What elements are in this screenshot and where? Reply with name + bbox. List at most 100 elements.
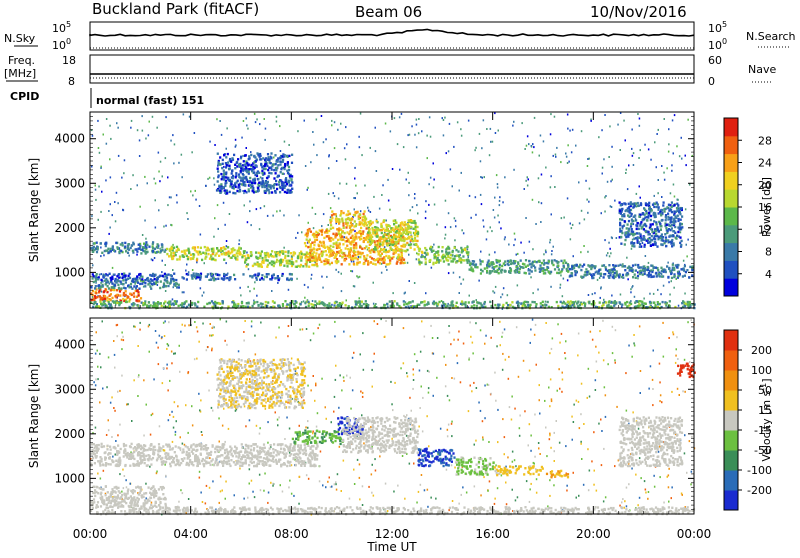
echo-cell: [480, 263, 482, 265]
noise-cell: [106, 434, 108, 436]
echo-cell: [233, 154, 235, 156]
echo-cell: [363, 240, 365, 242]
echo-cell: [628, 266, 630, 268]
echo-cell: [525, 266, 527, 268]
echo-cell: [391, 241, 393, 243]
echo-cell: [584, 271, 586, 273]
echo-cell: [614, 276, 616, 278]
echo-cell: [192, 253, 194, 255]
noise-cell: [404, 292, 406, 294]
echo-cell: [525, 272, 527, 274]
echo-cell: [405, 227, 407, 229]
echo-cell: [508, 270, 510, 272]
noise-cell: [276, 210, 278, 212]
echo-cell: [295, 260, 297, 262]
noise-cell: [673, 287, 675, 289]
echo-cell: [407, 302, 409, 304]
noise-cell: [657, 192, 659, 194]
noise-cell: [284, 141, 286, 143]
echo-cell: [225, 176, 227, 178]
echo-cell: [497, 304, 499, 306]
noise-cell: [633, 223, 635, 225]
noise-cell: [492, 141, 494, 143]
echo-cell: [286, 265, 288, 267]
echo-cell: [105, 288, 107, 290]
echo-cell: [226, 277, 228, 279]
echo-cell: [472, 270, 474, 272]
echo-cell: [466, 246, 468, 248]
echo-cell: [279, 254, 281, 256]
noise-cell: [416, 146, 418, 148]
echo-cell: [143, 247, 145, 249]
echo-cell: [154, 248, 156, 250]
echo-cell: [625, 236, 627, 238]
echo-cell: [300, 255, 302, 257]
echo-cell: [392, 244, 394, 246]
echo-cell: [638, 241, 640, 243]
echo-cell: [247, 257, 249, 259]
echo-cell: [289, 191, 291, 193]
noise-cell: [461, 172, 463, 174]
echo-cell: [337, 246, 339, 248]
noise-cell: [260, 207, 262, 209]
echo-cell: [181, 250, 183, 252]
noise-cell: [172, 269, 174, 271]
noise-cell: [633, 164, 635, 166]
noise-cell: [676, 145, 678, 147]
echo-cell: [363, 263, 365, 265]
echo-cell: [403, 232, 405, 234]
echo-cell: [552, 264, 554, 266]
echo-cell: [116, 289, 118, 291]
noise-cell: [523, 252, 525, 254]
echo-cell: [369, 228, 371, 230]
echo-cell: [309, 239, 311, 241]
echo-cell: [331, 250, 333, 252]
echo-cell: [633, 216, 635, 218]
echo-cell: [258, 182, 260, 184]
noise-cell: [486, 128, 488, 130]
echo-cell: [218, 174, 220, 176]
noise-cell: [527, 176, 529, 178]
echo-cell: [116, 294, 118, 296]
echo-cell: [507, 263, 509, 265]
noise-cell: [345, 126, 347, 128]
echo-cell: [424, 300, 426, 302]
echo-cell: [426, 303, 428, 305]
echo-cell: [105, 283, 107, 285]
echo-cell: [277, 160, 279, 162]
echo-cell: [169, 249, 171, 251]
noise-cell: [643, 298, 645, 300]
echo-cell: [252, 187, 254, 189]
noise-cell: [195, 199, 197, 201]
echo-cell: [240, 156, 242, 158]
echo-cell: [313, 236, 315, 238]
noise-cell: [525, 217, 527, 219]
echo-cell: [282, 253, 284, 255]
echo-cell: [289, 273, 291, 275]
echo-cell: [354, 214, 356, 216]
echo-cell: [484, 301, 486, 303]
echo-cell: [667, 239, 669, 241]
noise-cell: [148, 134, 150, 136]
echo-cell: [111, 297, 113, 299]
echo-cell: [353, 257, 355, 259]
echo-cell: [141, 249, 143, 251]
echo-cell: [396, 262, 398, 264]
echo-band: [90, 241, 167, 255]
echo-cell: [94, 287, 96, 289]
noise-cell: [661, 165, 663, 167]
noise-cell: [551, 250, 553, 252]
echo-cell: [634, 273, 636, 275]
echo-cell: [659, 222, 661, 224]
noise-cell: [480, 160, 482, 162]
echo-cell: [331, 262, 333, 264]
echo-cell: [667, 276, 669, 278]
echo-cell: [183, 251, 185, 253]
noise-cell: [430, 136, 432, 138]
noise-cell: [276, 116, 278, 118]
noise-cell: [123, 172, 125, 174]
noise-cell: [239, 239, 241, 241]
noise-cell: [459, 190, 461, 192]
echo-cell: [122, 279, 124, 281]
